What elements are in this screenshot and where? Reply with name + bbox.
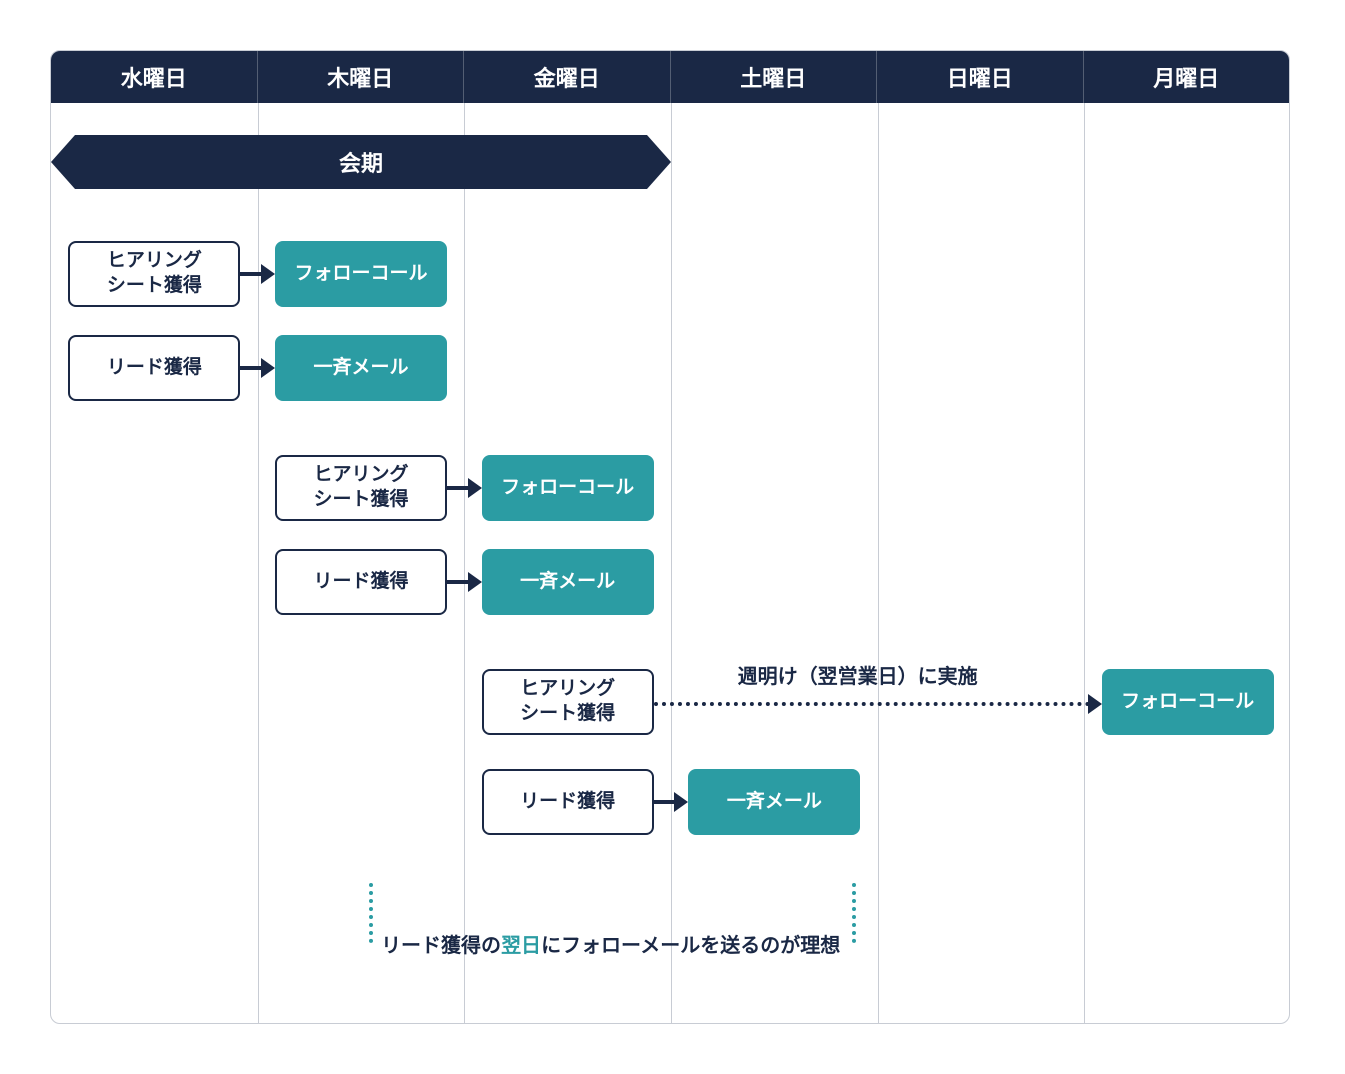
lead-box: リード獲得 bbox=[68, 335, 240, 401]
bulk_mail-box: 一斉メール bbox=[482, 549, 654, 615]
follow_call-box: フォローコール bbox=[482, 455, 654, 521]
header-day-wed: 水曜日 bbox=[51, 51, 258, 103]
column-divider bbox=[258, 103, 259, 1023]
hearing-box: ヒアリング シート獲得 bbox=[68, 241, 240, 307]
follow_call-box: フォローコール bbox=[1102, 669, 1274, 735]
header-day-thu: 木曜日 bbox=[258, 51, 465, 103]
arrow-connector bbox=[240, 366, 263, 370]
session-period-bar: 会期 bbox=[75, 135, 647, 189]
dotted-arrow-label: 週明け（翌営業日）に実施 bbox=[738, 660, 978, 689]
arrow-connector bbox=[447, 580, 470, 584]
header-day-mon: 月曜日 bbox=[1084, 51, 1290, 103]
column-divider bbox=[1084, 103, 1085, 1023]
schedule-diagram: 水曜日 木曜日 金曜日 土曜日 日曜日 月曜日 会期ヒアリング シート獲得フォロ… bbox=[50, 50, 1290, 1024]
arrow-connector bbox=[240, 272, 263, 276]
header-day-fri: 金曜日 bbox=[464, 51, 671, 103]
column-divider bbox=[878, 103, 879, 1023]
follow_call-box: フォローコール bbox=[275, 241, 447, 307]
header-row: 水曜日 木曜日 金曜日 土曜日 日曜日 月曜日 bbox=[51, 51, 1289, 103]
bottom-note-text: リード獲得の翌日にフォローメールを送るのが理想 bbox=[351, 929, 871, 958]
column-divider bbox=[464, 103, 465, 1023]
hearing-box: ヒアリング シート獲得 bbox=[275, 455, 447, 521]
bulk_mail-box: 一斉メール bbox=[688, 769, 860, 835]
header-day-sun: 日曜日 bbox=[877, 51, 1084, 103]
arrow-connector bbox=[447, 486, 470, 490]
bulk_mail-box: 一斉メール bbox=[275, 335, 447, 401]
header-day-sat: 土曜日 bbox=[671, 51, 878, 103]
lead-box: リード獲得 bbox=[482, 769, 654, 835]
hearing-box: ヒアリング シート獲得 bbox=[482, 669, 654, 735]
arrow-connector bbox=[654, 800, 677, 804]
diagram-body: 会期ヒアリング シート獲得フォローコールリード獲得一斉メールヒアリング シート獲… bbox=[51, 103, 1289, 1023]
dotted-arrow-connector bbox=[654, 702, 1090, 706]
column-divider bbox=[671, 103, 672, 1023]
lead-box: リード獲得 bbox=[275, 549, 447, 615]
